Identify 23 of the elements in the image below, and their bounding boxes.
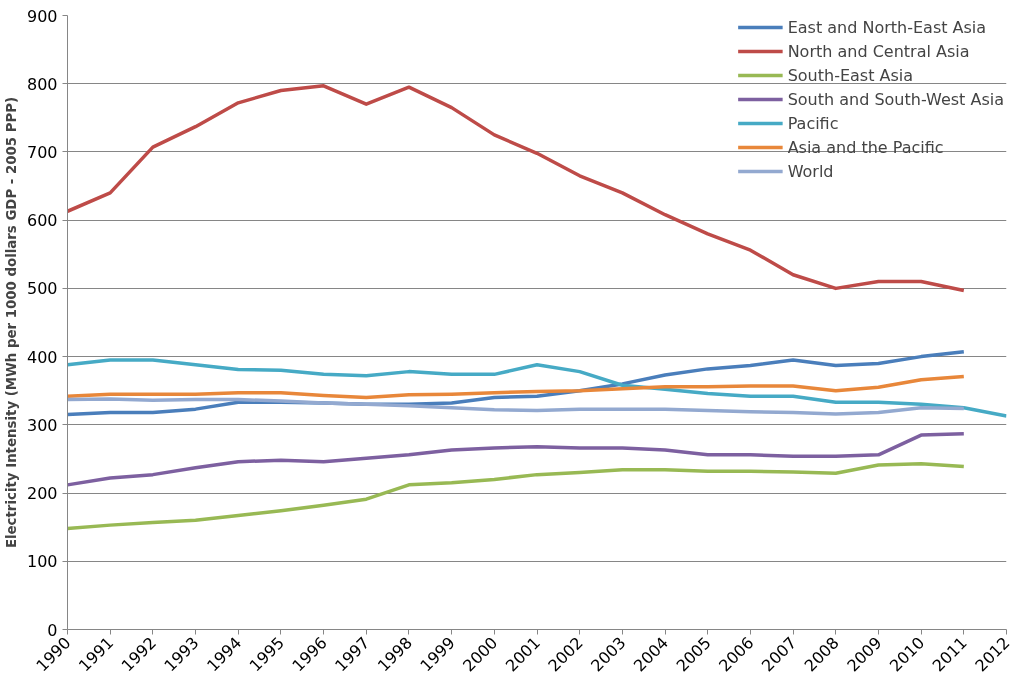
line-series bbox=[67, 84, 966, 293]
legend-label: East and North-East Asia bbox=[787, 17, 987, 37]
legend-label: World bbox=[787, 161, 834, 181]
y-tick-label: 800 bbox=[26, 74, 58, 94]
line-series bbox=[67, 358, 1007, 418]
legend-label: South and South-West Asia bbox=[787, 89, 1004, 109]
y-tick-label: 700 bbox=[26, 142, 58, 162]
y-tick-label: 300 bbox=[26, 415, 58, 435]
y-tick-label: 0 bbox=[47, 620, 58, 640]
legend-label: Pacific bbox=[787, 113, 839, 133]
y-tick-label: 600 bbox=[26, 211, 58, 231]
y-axis-title: Electricity Intensity (MWh per 1000 dollars GDP - 2005 PPP) bbox=[3, 96, 19, 549]
legend-label: South-East Asia bbox=[787, 65, 914, 85]
y-tick-label: 500 bbox=[26, 279, 58, 299]
legend-label: North and Central Asia bbox=[787, 41, 970, 61]
line-series bbox=[67, 461, 966, 531]
line-series bbox=[67, 374, 966, 400]
y-tick-label: 200 bbox=[26, 484, 58, 504]
y-tick-label: 400 bbox=[26, 347, 58, 367]
y-tick-label: 100 bbox=[26, 552, 58, 572]
line-series bbox=[67, 431, 966, 487]
line-series bbox=[67, 397, 966, 416]
y-tick-label: 900 bbox=[26, 6, 58, 26]
